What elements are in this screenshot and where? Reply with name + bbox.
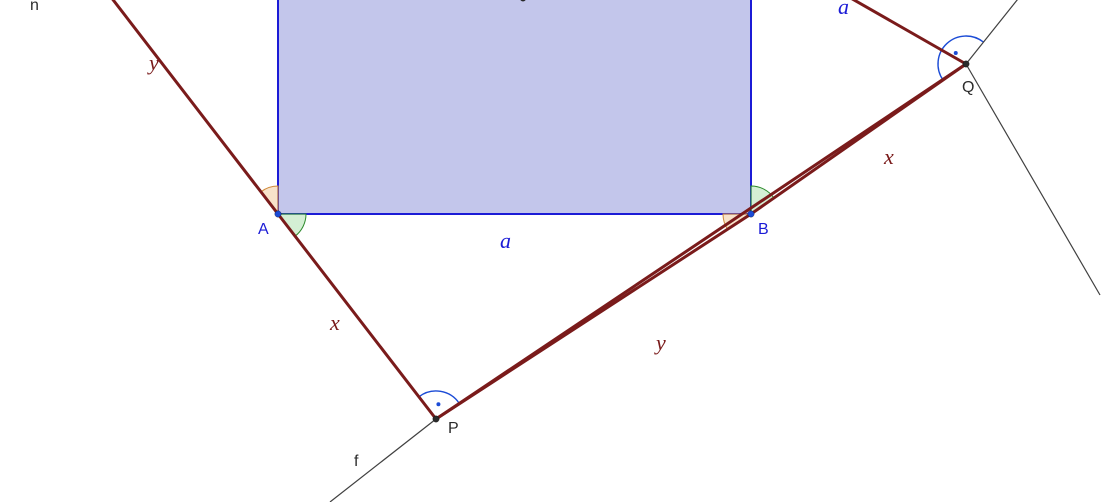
- angle-P-right-dot: [436, 402, 440, 406]
- ray-q-up: [966, 0, 1113, 64]
- ray-f: [330, 419, 436, 502]
- label-x-left: x: [329, 310, 340, 335]
- segment-y-left: [67, 0, 278, 214]
- ray-q-down: [966, 64, 1100, 295]
- label-x-right: x: [883, 144, 894, 169]
- angle-Q-right: [938, 36, 983, 80]
- label-n: n: [30, 0, 39, 14]
- angle-Q-right-dot: [954, 51, 958, 55]
- label-Q: Q: [962, 79, 974, 96]
- point-B: [748, 211, 754, 217]
- label-y-right: y: [654, 330, 666, 355]
- label-P: P: [448, 420, 459, 437]
- label-a-top: a: [838, 0, 849, 19]
- point-P: [433, 416, 439, 422]
- segment-QC: [751, 0, 966, 64]
- point-Q: [963, 61, 969, 67]
- angle-P-right: [419, 391, 459, 403]
- label-y-left: y: [147, 50, 159, 75]
- square-region: [278, 0, 751, 214]
- geometry-diagram: A B P Qa a x x y y f n: [0, 0, 1113, 502]
- label-f: f: [354, 453, 359, 470]
- label-a-bottom: a: [500, 228, 511, 253]
- label-B: B: [758, 221, 769, 238]
- segment-x-right: [751, 64, 966, 214]
- segment-x-left: [278, 214, 436, 419]
- point-A: [275, 211, 281, 217]
- label-A: A: [258, 221, 269, 238]
